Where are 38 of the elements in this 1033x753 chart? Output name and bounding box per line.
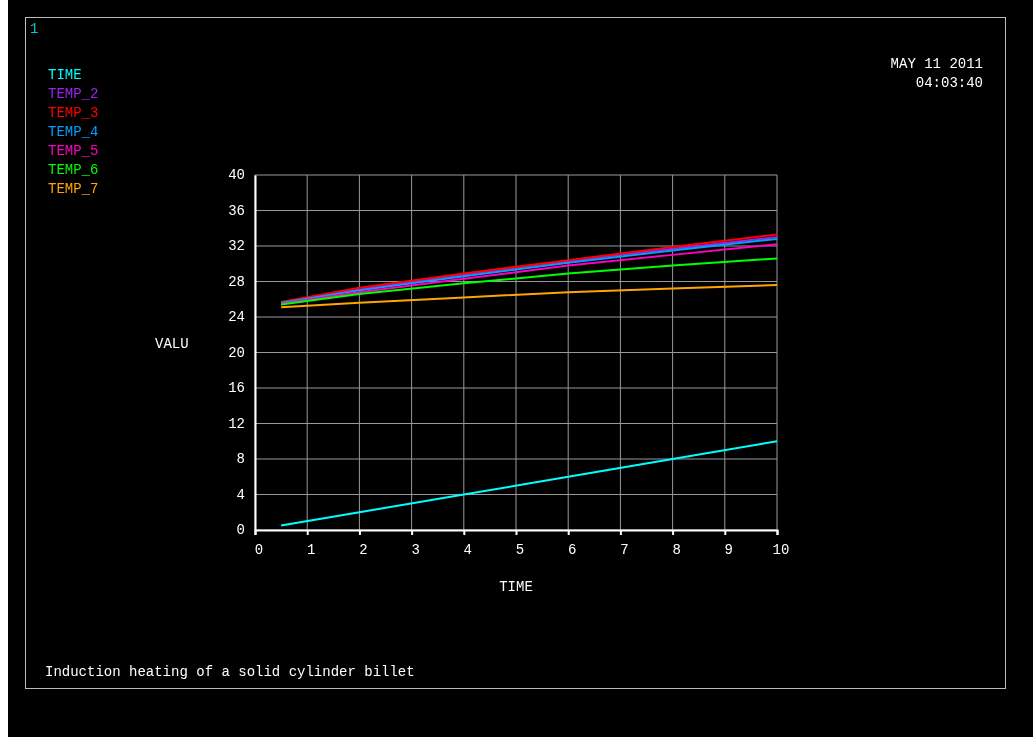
y-tick-label: 36 bbox=[228, 202, 245, 219]
text: Induction heating of a solid cylinder billet bbox=[45, 664, 415, 680]
text: 1 bbox=[30, 21, 39, 37]
x-tick-label: 5 bbox=[515, 542, 525, 558]
y-tick-label: 24 bbox=[228, 309, 245, 325]
x-tick-label: 4 bbox=[463, 542, 472, 558]
x-axis-title: TIME bbox=[499, 579, 533, 595]
y-tick-label: 40 bbox=[228, 167, 245, 183]
y-axis-title: VALU bbox=[155, 336, 189, 352]
y-tick-label: 4 bbox=[236, 486, 245, 503]
y-tick-label: 12 bbox=[228, 415, 245, 432]
text: MAY 11 2011 bbox=[890, 56, 983, 72]
x-tick-label: 1 bbox=[307, 542, 316, 558]
y-tick-label: 28 bbox=[228, 273, 245, 290]
text: TEMP_2 bbox=[48, 86, 99, 102]
x-tick-label: 7 bbox=[620, 542, 629, 558]
y-tick-label: 20 bbox=[228, 344, 245, 361]
x-tick-label: 6 bbox=[568, 542, 577, 558]
x-tick-label: 2 bbox=[359, 542, 368, 558]
text: TEMP_4 bbox=[48, 124, 99, 140]
y-tick-label: 16 bbox=[228, 380, 245, 396]
text: TIME bbox=[48, 67, 82, 83]
text: TEMP_3 bbox=[48, 105, 99, 121]
line-series bbox=[280, 440, 778, 527]
text: TEMP_7 bbox=[48, 181, 99, 197]
y-tick-label: 32 bbox=[228, 238, 245, 254]
y-tick-label: 0 bbox=[236, 522, 245, 538]
y-tick-label: 8 bbox=[236, 451, 245, 467]
text: TEMP_6 bbox=[48, 162, 99, 178]
text: 04:03:40 bbox=[915, 75, 983, 91]
text: TEMP_5 bbox=[48, 143, 99, 159]
x-tick-label: 9 bbox=[724, 542, 733, 558]
x-tick-label: 3 bbox=[411, 542, 420, 558]
x-tick-label: 10 bbox=[772, 542, 790, 558]
x-tick-label: 8 bbox=[672, 542, 681, 558]
line-series bbox=[280, 284, 778, 309]
line-series bbox=[280, 257, 778, 306]
x-tick-label: 0 bbox=[254, 542, 264, 558]
